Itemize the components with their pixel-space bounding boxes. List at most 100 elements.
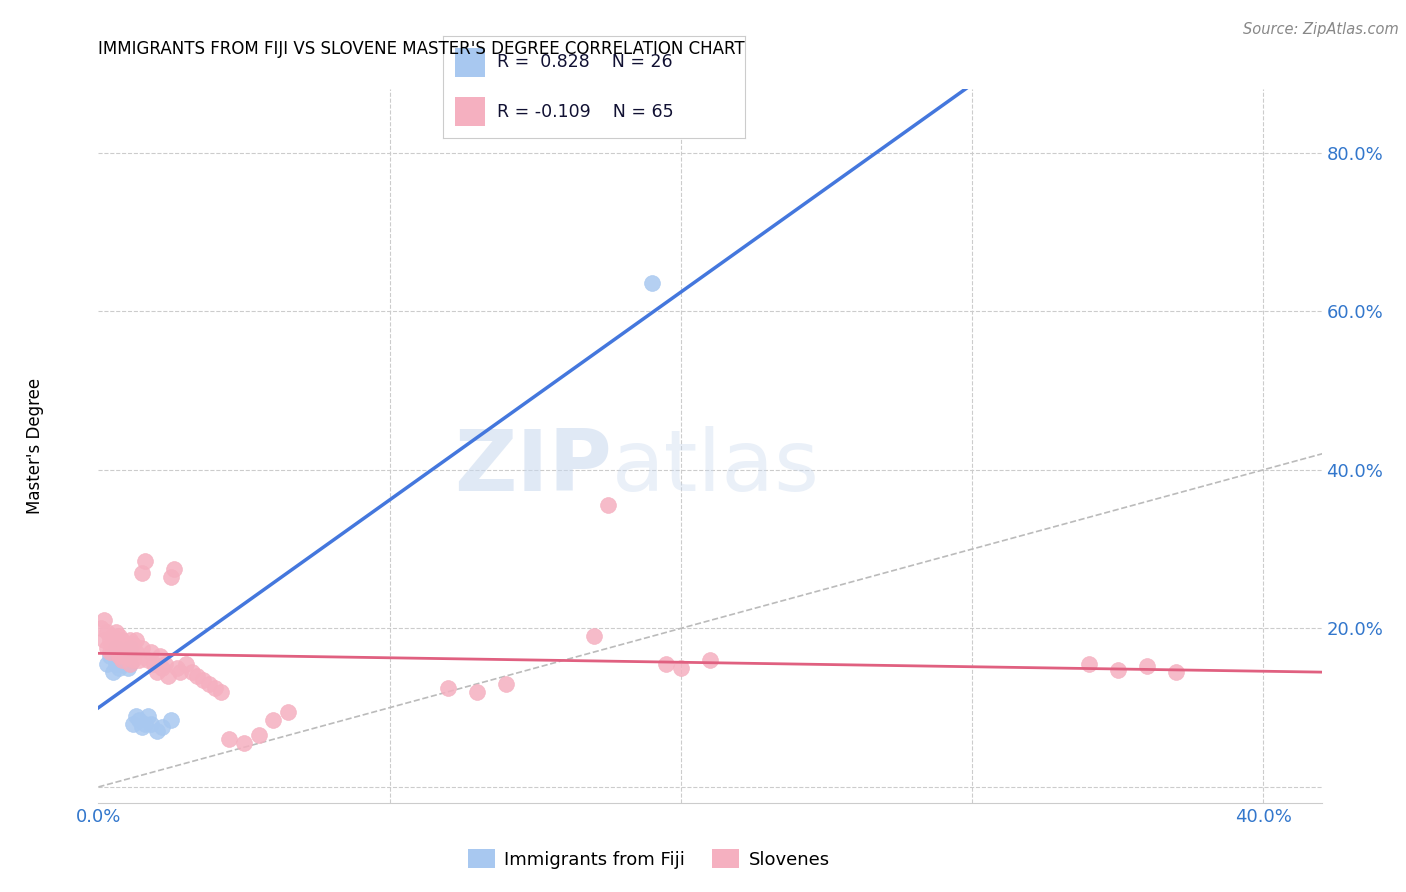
Legend: Immigrants from Fiji, Slovenes: Immigrants from Fiji, Slovenes: [461, 842, 837, 876]
Point: [495, 677, 517, 691]
Point: [114, 641, 136, 656]
Point: [101, 641, 124, 656]
Point: [122, 716, 145, 731]
Point: [120, 641, 142, 656]
Point: [1164, 665, 1187, 679]
Point: [125, 645, 148, 659]
FancyBboxPatch shape: [456, 48, 485, 77]
Text: atlas: atlas: [612, 425, 820, 509]
Point: [233, 736, 256, 750]
Point: [136, 708, 159, 723]
Point: [96, 641, 118, 656]
Point: [131, 721, 153, 735]
Point: [104, 637, 127, 651]
Point: [128, 653, 150, 667]
Text: R = -0.109    N = 65: R = -0.109 N = 65: [498, 103, 673, 120]
Point: [166, 661, 188, 675]
Point: [131, 641, 153, 656]
Point: [139, 716, 162, 731]
Point: [209, 685, 232, 699]
Point: [120, 633, 142, 648]
Point: [104, 657, 127, 671]
Point: [204, 681, 226, 695]
Point: [120, 657, 142, 671]
Point: [186, 669, 208, 683]
Point: [142, 657, 165, 671]
Point: [101, 629, 124, 643]
Point: [101, 665, 124, 679]
Point: [247, 728, 270, 742]
Point: [163, 562, 186, 576]
Point: [90, 621, 112, 635]
Point: [122, 653, 145, 667]
Text: ZIP: ZIP: [454, 425, 612, 509]
Text: R =  0.828    N = 26: R = 0.828 N = 26: [498, 54, 673, 71]
Text: Master's Degree: Master's Degree: [27, 378, 44, 514]
Point: [655, 657, 678, 671]
Point: [262, 713, 284, 727]
Point: [193, 673, 215, 687]
Point: [128, 713, 150, 727]
Point: [98, 633, 121, 648]
Point: [582, 629, 605, 643]
Point: [160, 570, 183, 584]
Point: [111, 653, 134, 667]
Point: [111, 657, 134, 671]
Point: [96, 657, 118, 671]
Point: [1077, 657, 1099, 671]
Point: [157, 669, 180, 683]
Point: [117, 661, 139, 675]
Point: [120, 657, 142, 671]
Point: [465, 685, 488, 699]
Point: [122, 637, 145, 651]
Point: [669, 661, 692, 675]
Point: [152, 721, 174, 735]
Point: [108, 653, 131, 667]
Point: [139, 645, 162, 659]
FancyBboxPatch shape: [456, 97, 485, 126]
Point: [117, 649, 139, 664]
Point: [218, 732, 240, 747]
Point: [169, 665, 191, 679]
Point: [149, 649, 172, 664]
Point: [104, 625, 127, 640]
Point: [145, 665, 167, 679]
Point: [111, 633, 134, 648]
Point: [174, 657, 197, 671]
Point: [93, 633, 115, 648]
Point: [198, 677, 221, 691]
Point: [125, 708, 148, 723]
Point: [108, 649, 131, 664]
Point: [93, 614, 115, 628]
Point: [108, 629, 131, 643]
Point: [104, 641, 127, 656]
Point: [98, 649, 121, 664]
Point: [136, 653, 159, 667]
Point: [1136, 659, 1159, 673]
Point: [108, 661, 131, 675]
Point: [125, 633, 148, 648]
Point: [180, 665, 202, 679]
Point: [114, 645, 136, 659]
Point: [160, 713, 183, 727]
Point: [96, 625, 118, 640]
Point: [114, 649, 136, 664]
Text: IMMIGRANTS FROM FIJI VS SLOVENE MASTER'S DEGREE CORRELATION CHART: IMMIGRANTS FROM FIJI VS SLOVENE MASTER'S…: [98, 40, 745, 58]
Point: [641, 277, 664, 291]
Point: [117, 649, 139, 664]
Point: [134, 716, 156, 731]
Point: [117, 637, 139, 651]
Point: [152, 661, 174, 675]
Text: Source: ZipAtlas.com: Source: ZipAtlas.com: [1243, 22, 1399, 37]
Point: [98, 645, 121, 659]
Point: [596, 499, 619, 513]
Point: [437, 681, 460, 695]
Point: [134, 554, 156, 568]
Point: [277, 705, 299, 719]
Point: [111, 649, 134, 664]
Point: [699, 653, 721, 667]
Point: [155, 657, 177, 671]
Point: [114, 653, 136, 667]
Point: [1107, 663, 1129, 677]
Point: [131, 566, 153, 580]
